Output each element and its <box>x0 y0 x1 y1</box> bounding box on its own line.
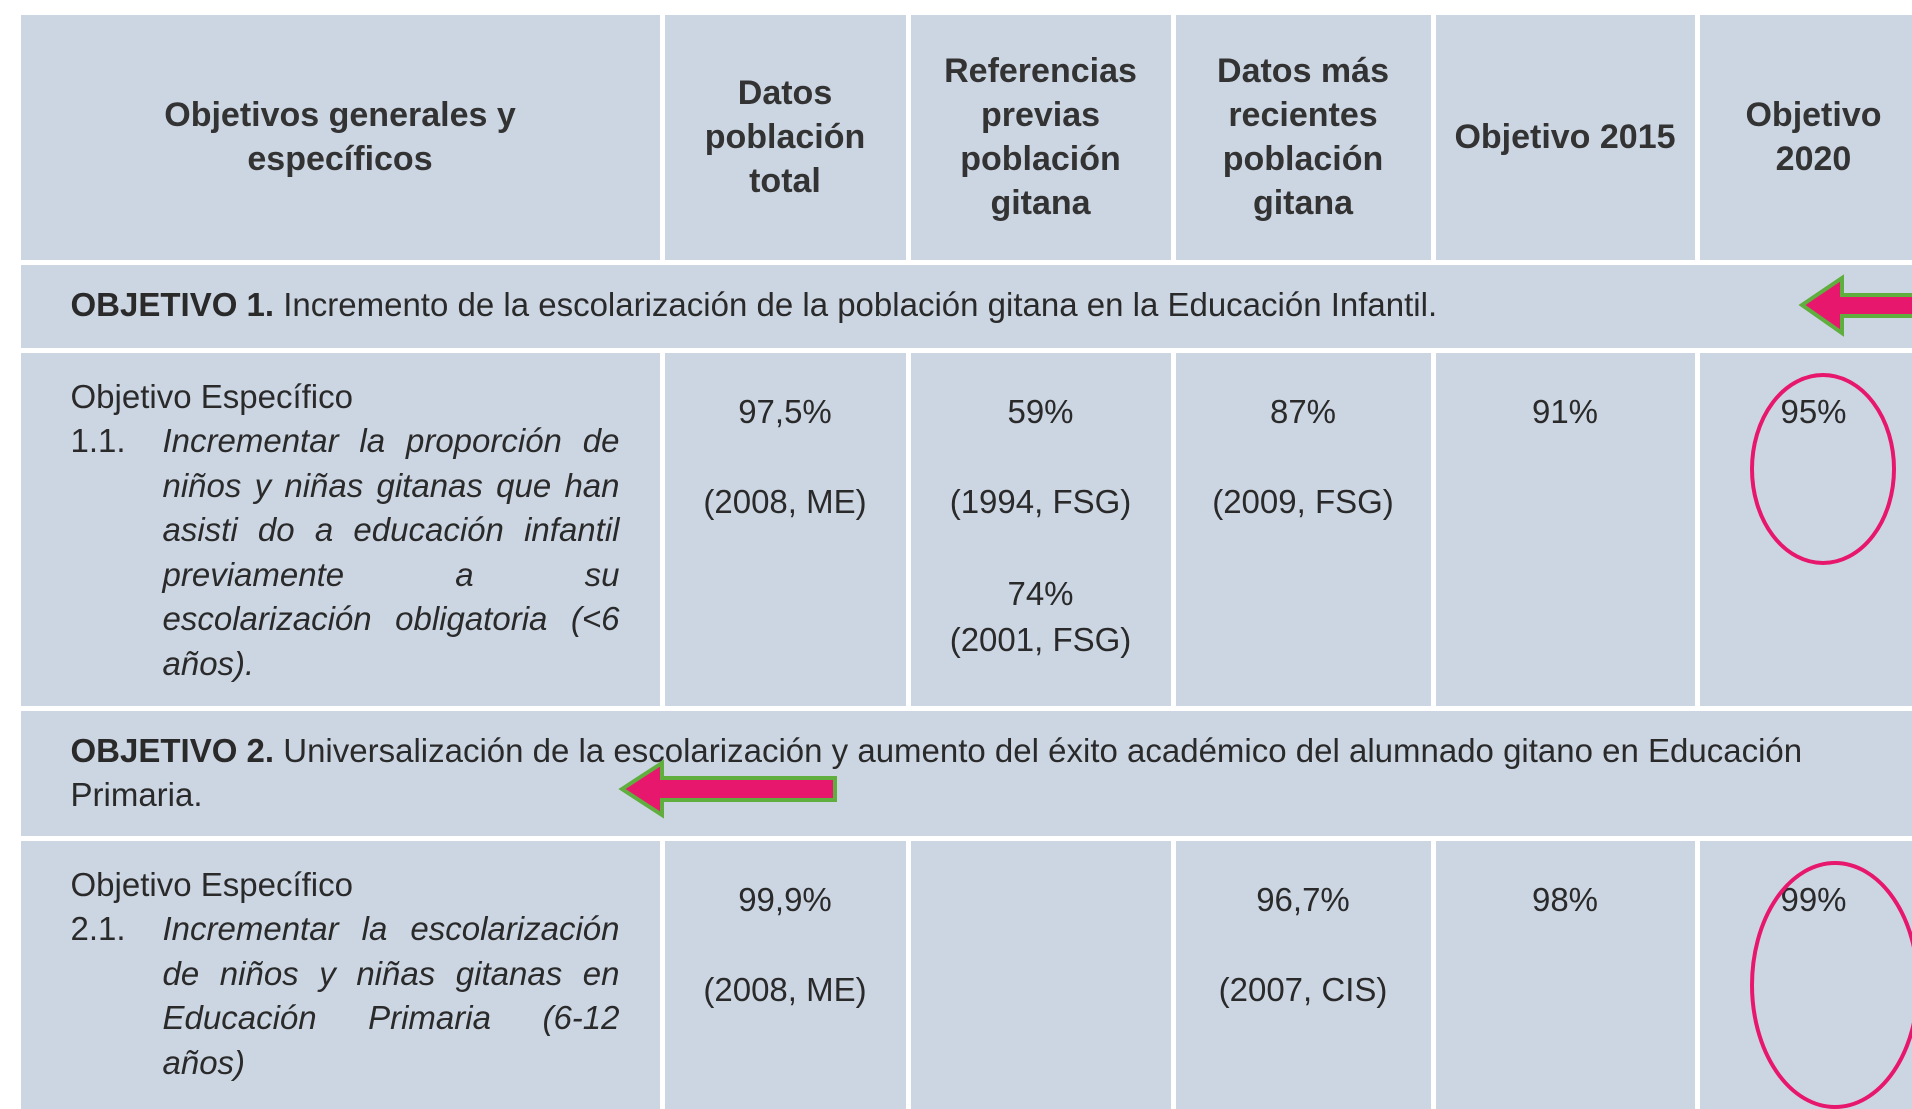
objective-text: Incremento de la escolarización de la po… <box>283 285 1438 323</box>
value-cell: 97,5% (2008, ME) <box>664 352 906 706</box>
value-cell: 99,9% (2008, ME) <box>664 840 906 1109</box>
objective-text: Universalización de la escolarización y … <box>70 731 1803 814</box>
value-cell: 87% (2009, FSG) <box>1175 352 1431 706</box>
source: (2008, ME) <box>703 970 867 1008</box>
value: 99,9% <box>738 880 832 918</box>
value-cell: 98% <box>1435 840 1695 1109</box>
specific-label: Objetivo Específico <box>70 377 353 415</box>
source: (2001, FSG) <box>949 620 1132 658</box>
objective-label: OBJETIVO 2. <box>70 731 275 769</box>
objective-label: OBJETIVO 1. <box>70 285 275 323</box>
source: (2007, CIS) <box>1218 970 1388 1008</box>
value: 97,5% <box>738 392 832 430</box>
value: 95% <box>1780 392 1847 430</box>
circle <box>1750 861 1912 1109</box>
header-cell: Referencias previas población gitana <box>910 14 1171 260</box>
source: (2009, FSG) <box>1212 482 1394 520</box>
header-cell: Objetivo 2015 <box>1435 14 1695 260</box>
arrow <box>1798 274 1912 337</box>
value-cell <box>910 840 1171 1109</box>
value-cell: 99% <box>1699 840 1912 1109</box>
arrow <box>618 759 837 819</box>
specific-cell: Objetivo Específico 1.1. Incrementar la pr… <box>20 352 660 706</box>
specific-number: 1.1. <box>70 422 126 460</box>
header-cell: Objetivos generales y específicos <box>20 14 660 260</box>
value-cell: 91% <box>1435 352 1695 706</box>
objective-row: OBJETIVO 1. Incremento de la escolarizac… <box>20 264 1912 348</box>
value: 74% <box>1007 574 1074 612</box>
specific-text: Incrementar la escolarización de niños y… <box>162 910 620 1081</box>
specific-row: 2.1. Incrementar la escolarización de niñ… <box>71 907 620 1085</box>
source: (1994, FSG) <box>949 482 1132 520</box>
value-cell: 59% (1994, FSG) 74% (2001, FSG) <box>910 352 1171 706</box>
header-cell: Datos población total <box>664 14 906 260</box>
objective-row: OBJETIVO 2. Universalización de la escol… <box>20 710 1912 836</box>
circle <box>1750 373 1896 565</box>
value: 59% <box>1007 392 1074 430</box>
specific-cell: Objetivo Específico 2.1. Incrementar la es… <box>20 840 660 1109</box>
value: 87% <box>1269 392 1337 430</box>
specific-text: Incrementar la proporción de niños y niñ… <box>162 422 620 682</box>
specific-number: 2.1. <box>70 910 126 948</box>
header-cell: Datos más recientes población gitana <box>1175 14 1431 260</box>
value: 98% <box>1531 880 1599 918</box>
header-cell: Objetivo 2020 <box>1699 14 1912 260</box>
source: (2008, ME) <box>703 482 867 520</box>
specific-label: Objetivo Específico <box>70 865 353 903</box>
value-cell: 96,7% (2007, CIS) <box>1175 840 1431 1109</box>
value: 96,7% <box>1256 880 1350 918</box>
specific-row: 1.1. Incrementar la proporción de niños y… <box>71 419 620 686</box>
value: 99% <box>1780 880 1847 918</box>
value: 91% <box>1531 392 1599 430</box>
